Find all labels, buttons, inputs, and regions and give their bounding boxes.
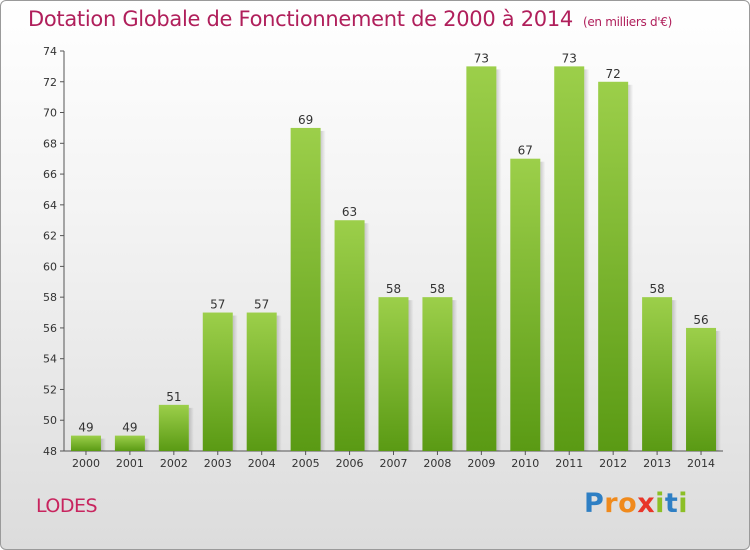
bar <box>554 66 585 451</box>
bar-shadow <box>628 84 634 452</box>
logo-letter: P <box>584 488 605 519</box>
bar-shadow <box>496 69 502 451</box>
bar-shadow <box>232 315 238 451</box>
x-tick-label: 2006 <box>336 457 364 470</box>
bar <box>290 127 321 451</box>
commune-name: LODES <box>36 495 98 517</box>
x-tick-label: 2005 <box>292 457 320 470</box>
bar-value-label: 73 <box>474 51 489 65</box>
bar-shadow <box>716 330 722 451</box>
x-tick-label: 2001 <box>116 457 144 470</box>
x-tick-label: 2010 <box>511 457 539 470</box>
logo-letter: i <box>678 488 689 519</box>
bar-value-label: 58 <box>430 282 445 296</box>
y-tick-label: 64 <box>43 199 57 212</box>
x-tick-label: 2003 <box>204 457 232 470</box>
title-text: Dotation Globale de Fonctionnement de 20… <box>28 7 573 31</box>
bar-shadow <box>276 315 282 451</box>
bar-value-label: 49 <box>78 421 93 435</box>
bar-value-label: 58 <box>386 282 401 296</box>
bar-value-label: 72 <box>606 67 621 81</box>
y-tick-label: 54 <box>43 353 57 366</box>
y-tick-label: 66 <box>43 168 57 181</box>
y-tick-label: 70 <box>43 107 57 120</box>
bar-shadow <box>320 130 326 451</box>
bar <box>202 312 233 451</box>
bar-shadow <box>452 300 458 451</box>
y-tick-label: 50 <box>43 414 57 427</box>
x-tick-label: 2013 <box>643 457 671 470</box>
bar <box>422 297 453 451</box>
x-tick-label: 2007 <box>380 457 408 470</box>
bar-value-label: 49 <box>122 421 137 435</box>
bar <box>70 435 101 451</box>
bar-shadow <box>364 223 370 451</box>
x-tick-label: 2008 <box>423 457 451 470</box>
x-tick-label: 2000 <box>72 457 100 470</box>
y-tick-label: 52 <box>43 383 57 396</box>
x-tick-label: 2012 <box>599 457 627 470</box>
bar <box>598 81 629 452</box>
bar-value-label: 63 <box>342 205 357 219</box>
bar-value-label: 69 <box>298 113 313 127</box>
y-tick-label: 48 <box>43 445 57 458</box>
bar <box>686 327 717 451</box>
x-tick-label: 2011 <box>555 457 583 470</box>
bar-value-label: 73 <box>562 51 577 65</box>
bar-shadow <box>100 438 106 451</box>
logo-letter: o <box>618 488 638 519</box>
bar-shadow <box>540 161 546 451</box>
logo-letter: x <box>637 488 656 519</box>
bar-value-label: 51 <box>166 390 181 404</box>
y-tick-label: 58 <box>43 291 57 304</box>
x-tick-label: 2014 <box>687 457 715 470</box>
bar-value-label: 57 <box>210 298 225 312</box>
bar <box>246 312 277 451</box>
bar-shadow <box>188 407 194 451</box>
bar <box>334 220 365 451</box>
bar <box>642 297 673 451</box>
logo-letter: r <box>604 488 619 519</box>
bar-value-label: 57 <box>254 298 269 312</box>
bar <box>158 404 189 451</box>
proxiti-logo: Proxiti <box>584 488 688 519</box>
y-tick-label: 60 <box>43 260 57 273</box>
bar-shadow <box>584 69 590 451</box>
bar-value-label: 56 <box>693 313 708 327</box>
x-tick-label: 2002 <box>160 457 188 470</box>
chart-subtitle: (en milliers d'€) <box>582 15 672 29</box>
y-tick-label: 68 <box>43 137 57 150</box>
bar-shadow <box>672 300 678 451</box>
x-tick-label: 2009 <box>467 457 495 470</box>
bar <box>510 158 541 451</box>
y-tick-label: 56 <box>43 322 57 335</box>
bar-shadow <box>144 438 150 451</box>
y-tick-label: 74 <box>43 45 57 58</box>
bar-value-label: 67 <box>518 144 533 158</box>
y-tick-label: 62 <box>43 230 57 243</box>
bar <box>378 297 409 451</box>
bar <box>114 435 145 451</box>
bar <box>466 66 497 451</box>
chart-title: Dotation Globale de Fonctionnement de 20… <box>28 7 672 31</box>
bar-shadow <box>408 300 414 451</box>
logo-letter: t <box>664 488 679 519</box>
bar-value-label: 58 <box>649 282 664 296</box>
x-tick-label: 2004 <box>248 457 276 470</box>
y-tick-label: 72 <box>43 76 57 89</box>
logo-letter: i <box>655 488 665 519</box>
